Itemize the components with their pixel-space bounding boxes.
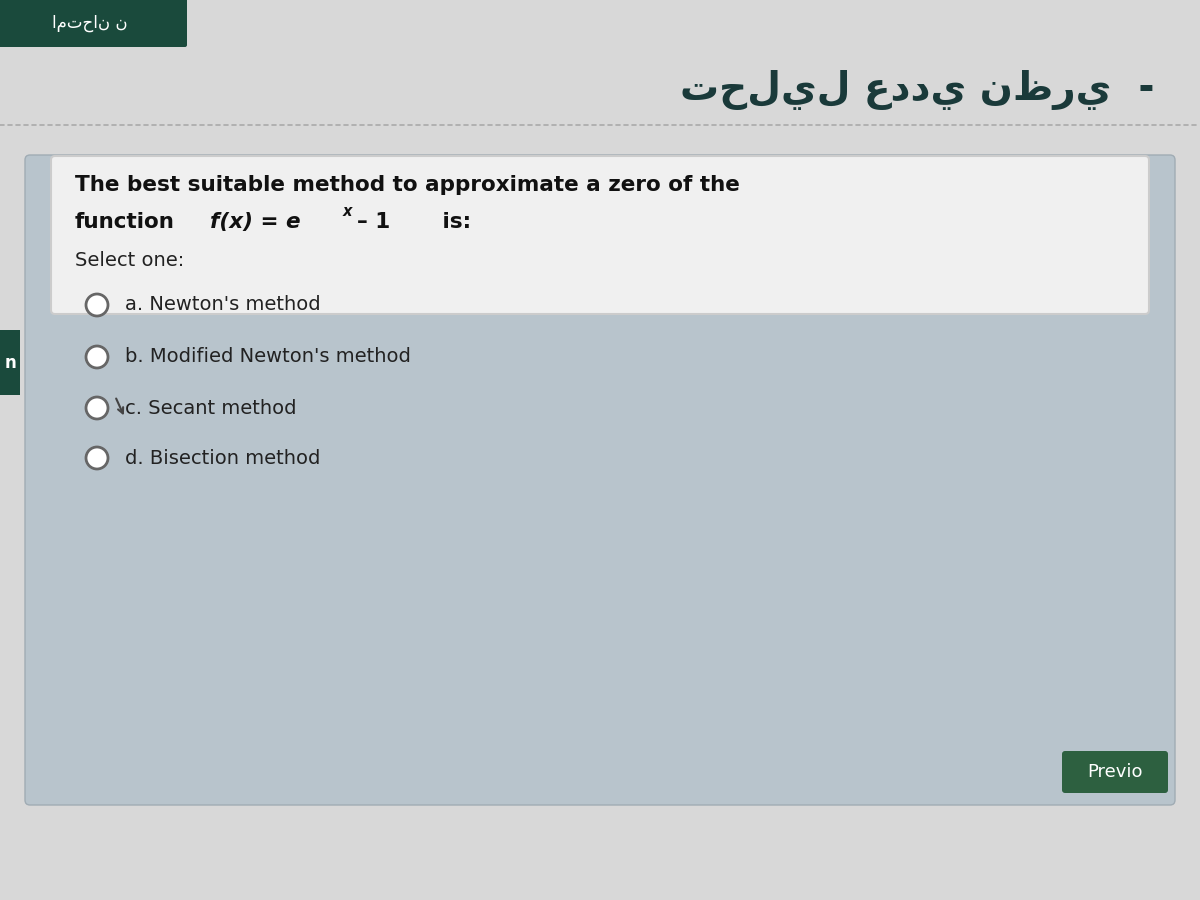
FancyBboxPatch shape (0, 330, 20, 395)
Text: The best suitable method to approximate a zero of the: The best suitable method to approximate … (74, 175, 740, 195)
Text: Select one:: Select one: (74, 250, 185, 269)
Text: f(x) = e: f(x) = e (210, 212, 301, 232)
Text: d. Bisection method: d. Bisection method (125, 448, 320, 467)
FancyBboxPatch shape (1062, 751, 1168, 793)
Text: b. Modified Newton's method: b. Modified Newton's method (125, 347, 410, 366)
Text: تحليل عددي نظري  -: تحليل عددي نظري - (680, 70, 1154, 110)
Text: x: x (343, 204, 353, 220)
Circle shape (86, 294, 108, 316)
Text: a. Newton's method: a. Newton's method (125, 295, 320, 314)
Circle shape (86, 397, 108, 419)
Text: Previo: Previo (1087, 763, 1142, 781)
FancyBboxPatch shape (0, 0, 187, 47)
Text: function: function (74, 212, 175, 232)
Text: – 1: – 1 (358, 212, 390, 232)
Text: امتحان ن: امتحان ن (52, 14, 128, 32)
Circle shape (86, 447, 108, 469)
Text: c. Secant method: c. Secant method (125, 399, 296, 418)
Text: n: n (4, 354, 16, 372)
Circle shape (86, 346, 108, 368)
FancyBboxPatch shape (25, 155, 1175, 805)
Text: is:: is: (420, 212, 472, 232)
FancyBboxPatch shape (50, 156, 1150, 314)
